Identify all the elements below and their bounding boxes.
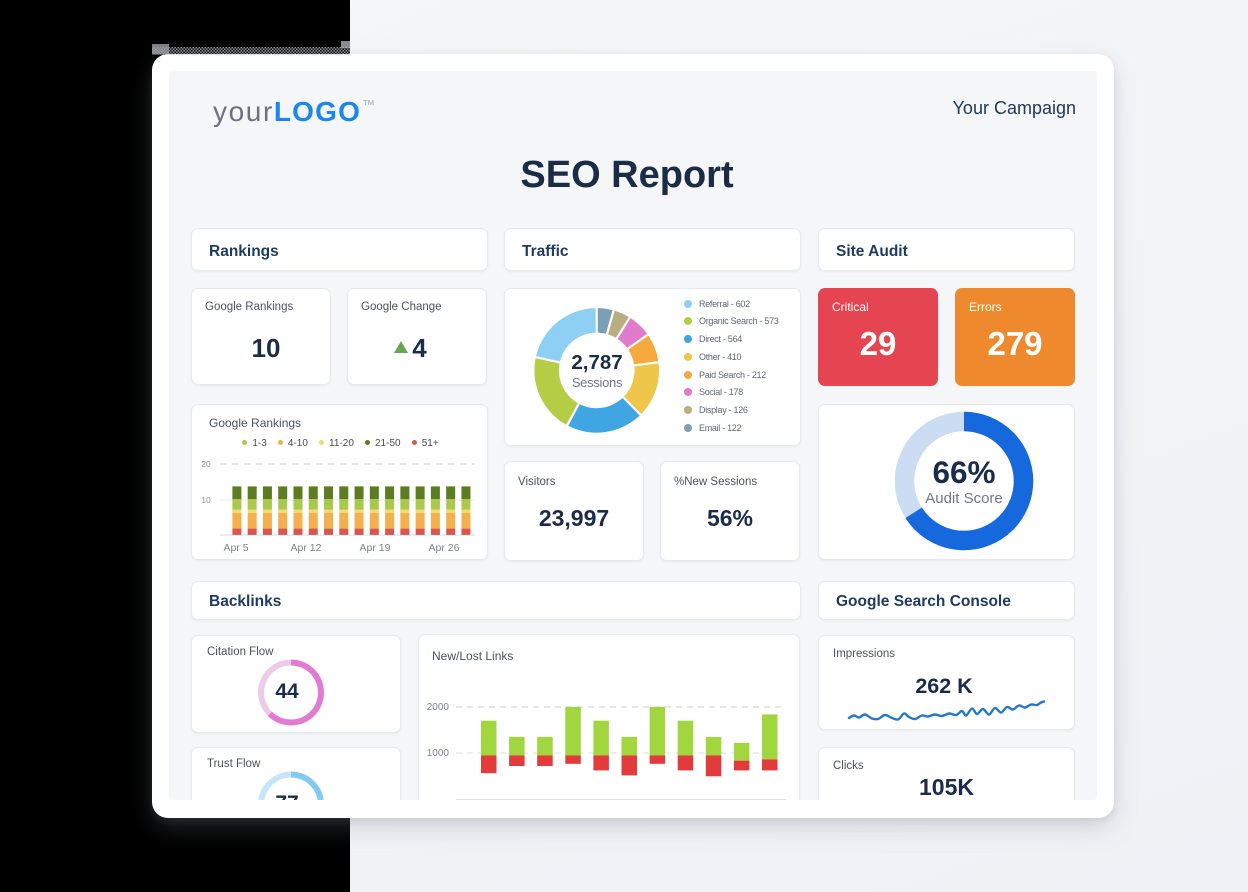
svg-text:Apr 26: Apr 26 xyxy=(429,542,460,554)
svg-text:2000: 2000 xyxy=(427,702,450,713)
svg-text:Apr 5: Apr 5 xyxy=(223,542,248,554)
svg-text:Apr 19: Apr 19 xyxy=(360,542,391,554)
svg-text:Apr 12: Apr 12 xyxy=(291,542,322,554)
svg-text:1000: 1000 xyxy=(427,748,450,759)
svg-text:20: 20 xyxy=(201,459,211,469)
svg-text:10: 10 xyxy=(201,495,211,505)
